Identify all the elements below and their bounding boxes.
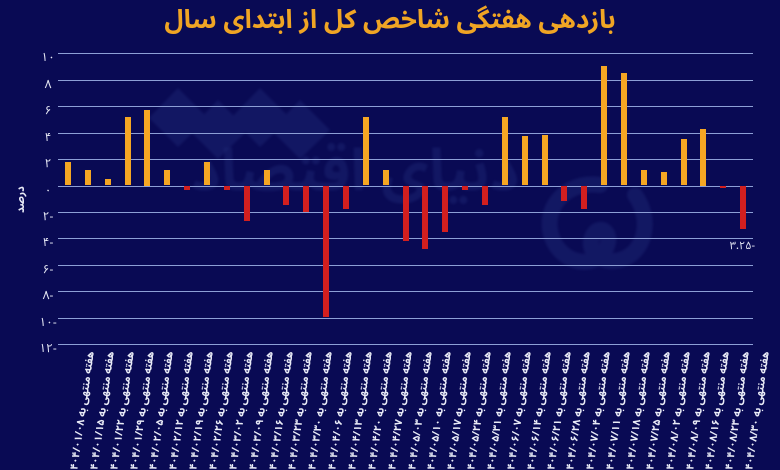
- svg-text:دنیای اقتصاد: دنیای اقتصاد: [191, 110, 520, 233]
